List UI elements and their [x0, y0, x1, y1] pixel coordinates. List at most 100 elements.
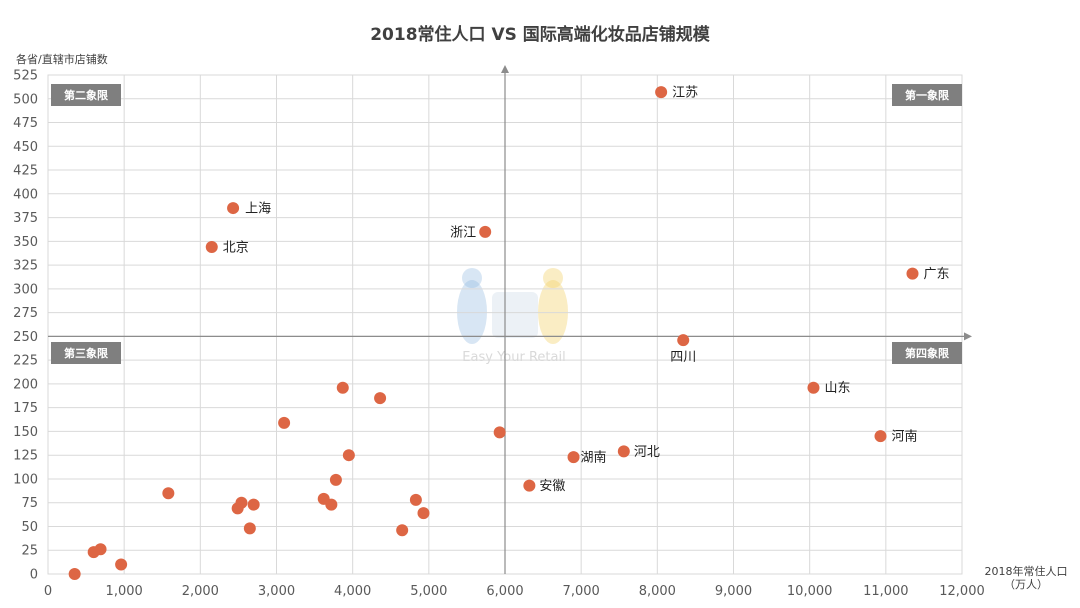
data-point: [205, 241, 218, 254]
y-tick-label: 275: [13, 306, 38, 321]
y-tick-label: 0: [30, 568, 38, 583]
data-point: [617, 445, 630, 458]
y-tick-label: 50: [21, 520, 38, 535]
x-tick-label: 6,000: [486, 584, 523, 599]
quadrant-label-text: 第四象限: [905, 346, 949, 360]
y-tick-label: 475: [13, 116, 38, 131]
data-point: [655, 86, 668, 99]
data-point: [336, 381, 349, 394]
point-label: 上海: [245, 202, 271, 217]
x-tick-label: 9,000: [715, 584, 752, 599]
point-label: 浙江: [450, 225, 476, 240]
data-point: [342, 449, 355, 462]
quadrant-axes: [48, 65, 972, 574]
data-point: [493, 426, 506, 439]
data-point: [677, 334, 690, 347]
quadrant-label-fourth: 第四象限: [892, 342, 962, 364]
x-axis-title-line2: （万人）: [1004, 578, 1048, 591]
x-tick-label: 5,000: [410, 584, 447, 599]
data-point: [325, 498, 338, 511]
quadrant-label-text: 第二象限: [64, 88, 108, 102]
y-tick-label: 300: [13, 282, 38, 297]
quadrant-label-box: [51, 342, 121, 364]
y-tick-label: 150: [13, 425, 38, 440]
data-point: [87, 546, 100, 559]
y-tick-label: 175: [13, 401, 38, 416]
y-tick-label: 375: [13, 211, 38, 226]
data-point: [68, 568, 81, 580]
point-label: 四川: [670, 350, 696, 365]
x-tick-label: 12,000: [939, 584, 985, 599]
data-point: [278, 416, 291, 429]
quadrant-label-first: 第一象限: [892, 84, 962, 106]
quadrant-label-box: [892, 84, 962, 106]
quadrant-axis-arrow-up: [501, 65, 509, 73]
x-axis-title-line1: 2018年常住人口: [985, 564, 1068, 578]
y-tick-label: 400: [13, 187, 38, 202]
quadrant-label-text: 第三象限: [64, 346, 108, 360]
quadrant-label-box: [892, 342, 962, 364]
y-tick-label: 25: [21, 544, 38, 559]
x-tick-label: 8,000: [639, 584, 676, 599]
tick-labels: 0 1,000 2,000 3,000 4,000 5,000 6,000 7,000 8,00…: [13, 69, 985, 600]
quadrant-label-box: [51, 84, 121, 106]
y-tick-label: 325: [13, 259, 38, 274]
y-tick-label: 500: [13, 92, 38, 107]
data-point: [231, 502, 244, 515]
x-tick-label: 0: [44, 584, 52, 599]
y-tick-label: 350: [13, 235, 38, 250]
x-tick-label: 3,000: [258, 584, 295, 599]
data-point: [247, 498, 260, 511]
point-label: 湖南: [581, 450, 607, 466]
watermark-z-mark: [492, 292, 538, 338]
x-tick-label: 4,000: [334, 584, 371, 599]
y-tick-label: 225: [13, 354, 38, 369]
y-tick-label: 450: [13, 140, 38, 155]
x-tick-label: 1,000: [106, 584, 143, 599]
data-point: [162, 487, 175, 500]
data-point: [479, 225, 492, 238]
y-tick-label: 525: [13, 69, 38, 84]
y-tick-label: 425: [13, 164, 38, 179]
y-axis-title: 各省/直辖市店铺数: [16, 52, 108, 66]
watermark-blob-blue: [457, 280, 487, 344]
point-label: 广东: [923, 267, 949, 282]
quadrant-label-third: 第三象限: [51, 342, 121, 364]
y-tick-label: 200: [13, 377, 38, 392]
watermark-blob-yellow: [538, 280, 568, 344]
x-tick-label: 2,000: [182, 584, 219, 599]
data-point: [906, 267, 919, 280]
data-point: [567, 451, 580, 464]
watermark-logo: Easy Your Retail: [457, 268, 568, 365]
data-point: [329, 473, 342, 486]
x-tick-label: 7,000: [563, 584, 600, 599]
data-point: [243, 522, 256, 535]
watermark-dot-yellow: [543, 268, 563, 288]
x-tick-label: 11,000: [863, 584, 909, 599]
data-point: [227, 202, 240, 215]
x-tick-label: 10,000: [787, 584, 833, 599]
point-label: 江苏: [672, 85, 698, 101]
quadrant-label-text: 第一象限: [905, 88, 949, 102]
quadrant-label-second: 第二象限: [51, 84, 121, 106]
watermark-dot-blue: [462, 268, 482, 288]
point-label: 山东: [824, 381, 850, 396]
data-point: [523, 479, 536, 492]
data-point: [396, 524, 409, 537]
point-label: 北京: [223, 241, 249, 256]
y-tick-label: 250: [13, 330, 38, 345]
data-point: [807, 381, 820, 394]
chart-title: 2018常住人口 VS 国际高端化妆品店铺规模: [370, 24, 711, 45]
data-point: [409, 493, 422, 506]
point-label: 安徽: [539, 479, 565, 494]
y-tick-label: 100: [13, 472, 38, 487]
data-point: [417, 507, 430, 520]
data-point: [115, 558, 128, 571]
point-label: 河南: [892, 429, 918, 445]
y-tick-label: 125: [13, 449, 38, 464]
quadrant-axis-arrow-right: [964, 332, 972, 341]
watermark-tagline: Easy Your Retail: [462, 350, 565, 365]
